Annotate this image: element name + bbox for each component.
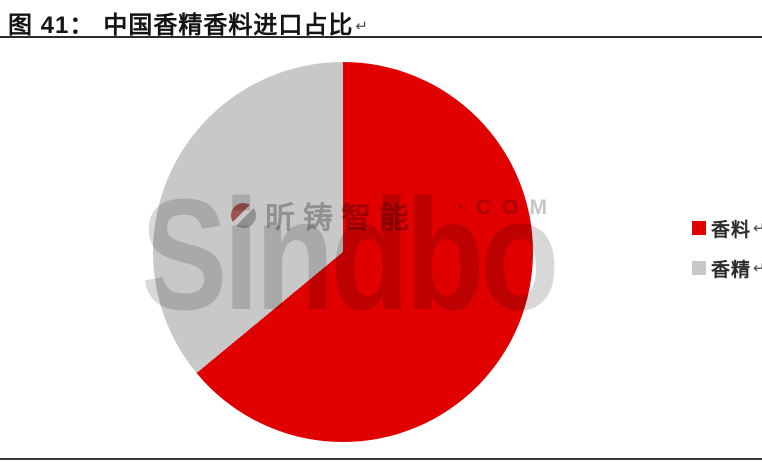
legend-swatch-gray xyxy=(692,261,706,275)
chart-legend: 香料 ↵ 香精 ↵ xyxy=(692,216,762,296)
legend-label: 香料 xyxy=(711,219,752,241)
legend-label: 香精 xyxy=(711,259,752,281)
figure-title-text: 中国香精香料进口占比 xyxy=(103,12,354,39)
legend-item-xiangliao: 香料 ↵ xyxy=(692,216,762,241)
figure-number-label: 图 41： xyxy=(8,12,95,39)
title-underline xyxy=(0,36,762,38)
figure-title: 图 41： 中国香精香料进口占比 ↵ xyxy=(8,5,369,40)
legend-item-xiangjing: 香精 ↵ xyxy=(692,256,762,281)
bottom-rule xyxy=(0,458,762,460)
paragraph-return-icon: ↵ xyxy=(753,220,762,237)
paragraph-return-icon: ↵ xyxy=(355,18,369,35)
legend-swatch-red xyxy=(692,221,706,235)
pie-chart xyxy=(153,62,533,442)
paragraph-return-icon: ↵ xyxy=(753,260,762,277)
